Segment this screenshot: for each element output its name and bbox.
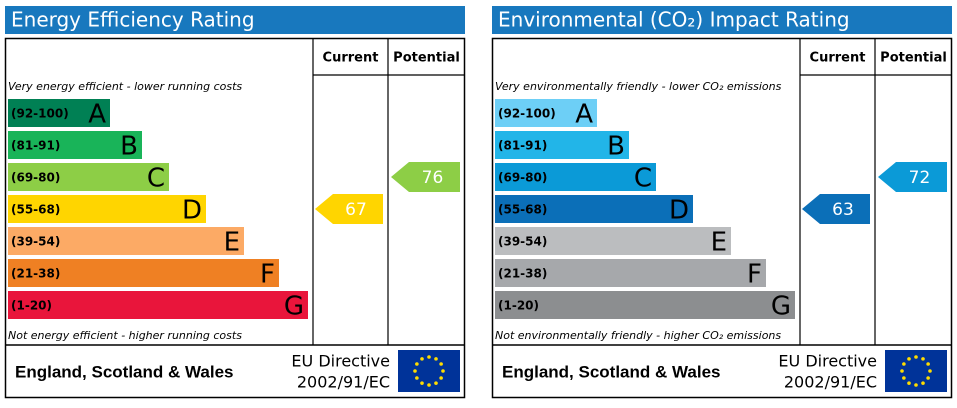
band-letter: A	[575, 100, 593, 130]
band-letter: C	[634, 164, 652, 194]
column-header: Current	[323, 51, 379, 66]
column-header: Potential	[393, 51, 460, 66]
column-header: Potential	[880, 51, 947, 66]
band-letter: D	[669, 196, 689, 226]
rating-value: 76	[422, 168, 444, 188]
eu-star	[434, 357, 438, 361]
table-border	[491, 37, 953, 399]
rating-band	[8, 163, 169, 191]
band-letter: G	[771, 292, 791, 322]
footer-region: England, Scotland & Wales	[502, 362, 721, 381]
band-range: (92-100)	[11, 107, 69, 121]
rating-band	[495, 99, 597, 127]
table-border	[4, 37, 466, 399]
title-bar	[492, 6, 952, 34]
rating-value: 63	[832, 200, 854, 220]
rating-arrow	[878, 162, 947, 192]
eu-star	[914, 383, 918, 387]
band-letter: A	[88, 100, 106, 130]
rating-band	[8, 99, 110, 127]
rating-band	[8, 291, 308, 319]
band-range: (1-20)	[11, 299, 52, 313]
eu-star	[415, 362, 419, 366]
band-letter: F	[260, 260, 275, 290]
directive-line: EU Directive	[291, 352, 390, 371]
rating-band	[495, 291, 795, 319]
band-range: (55-68)	[11, 203, 60, 217]
bottom-note: Not environmentally friendly - higher CO…	[495, 329, 781, 342]
bottom-note: Not energy efficient - higher running co…	[8, 329, 242, 342]
eu-star	[921, 357, 925, 361]
eu-star	[439, 376, 443, 380]
eu-star	[928, 369, 932, 373]
title-bar	[5, 6, 465, 34]
band-range: (39-54)	[11, 235, 60, 249]
rating-band	[495, 259, 766, 287]
band-letter: E	[711, 228, 727, 258]
panel-title: Energy Efficiency Rating	[11, 8, 255, 32]
top-note: Very environmentally friendly - lower CO…	[495, 80, 782, 93]
eu-star	[921, 381, 925, 385]
rating-value: 67	[345, 200, 367, 220]
directive-line: 2002/91/EC	[784, 373, 877, 392]
band-letter: E	[224, 228, 240, 258]
eu-star	[907, 357, 911, 361]
band-letter: G	[284, 292, 304, 322]
rating-band	[495, 131, 629, 159]
column-header: Current	[810, 51, 866, 66]
rating-arrow	[802, 194, 870, 224]
band-letter: F	[747, 260, 762, 290]
eu-star	[902, 362, 906, 366]
eu-star	[420, 381, 424, 385]
band-range: (21-38)	[498, 267, 547, 281]
top-note: Very energy efficient - lower running co…	[8, 80, 242, 93]
band-range: (1-20)	[498, 299, 539, 313]
rating-arrow	[315, 194, 383, 224]
rating-band	[8, 195, 206, 223]
band-range: (39-54)	[498, 235, 547, 249]
eu-star	[926, 362, 930, 366]
band-range: (69-80)	[11, 171, 60, 185]
rating-value: 72	[909, 168, 931, 188]
eu-star	[434, 381, 438, 385]
band-range: (21-38)	[11, 267, 60, 281]
eu-star	[902, 376, 906, 380]
band-range: (69-80)	[498, 171, 547, 185]
rating-band	[8, 227, 244, 255]
eu-star	[427, 355, 431, 359]
eu-star	[420, 357, 424, 361]
rating-band	[8, 131, 142, 159]
rating-band	[495, 163, 656, 191]
band-letter: D	[182, 196, 202, 226]
rating-band	[8, 259, 279, 287]
eu-star	[441, 369, 445, 373]
eu-star	[439, 362, 443, 366]
band-range: (81-91)	[11, 139, 60, 153]
epc-panel: Energy Efficiency Rating Current Potential…	[4, 6, 466, 399]
band-letter: B	[120, 132, 138, 162]
eu-star	[914, 355, 918, 359]
rating-band	[495, 195, 693, 223]
band-range: (92-100)	[498, 107, 556, 121]
epc-panel: Environmental (CO₂) Impact Rating Current…	[491, 6, 953, 399]
footer-region: England, Scotland & Wales	[15, 362, 234, 381]
rating-arrow	[391, 162, 460, 192]
eu-star	[415, 376, 419, 380]
eu-star	[427, 383, 431, 387]
band-letter: C	[147, 164, 165, 194]
directive-line: EU Directive	[778, 352, 877, 371]
eu-star	[907, 381, 911, 385]
eu-star	[900, 369, 904, 373]
band-range: (81-91)	[498, 139, 547, 153]
directive-line: 2002/91/EC	[297, 373, 390, 392]
rating-band	[495, 227, 731, 255]
eu-star	[926, 376, 930, 380]
band-range: (55-68)	[498, 203, 547, 217]
band-letter: B	[607, 132, 625, 162]
panel-title: Environmental (CO₂) Impact Rating	[498, 8, 850, 32]
eu-star	[413, 369, 417, 373]
